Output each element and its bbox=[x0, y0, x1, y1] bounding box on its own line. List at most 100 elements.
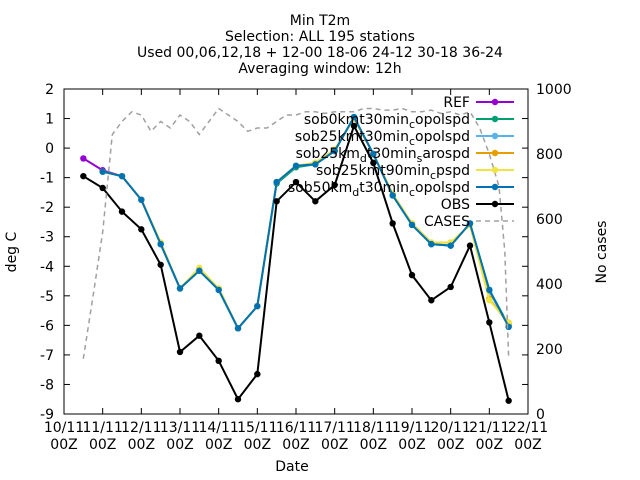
legend-label-part: opolspd bbox=[415, 180, 470, 196]
legend-label-part: d bbox=[360, 152, 367, 165]
y-axis-label: deg C bbox=[4, 231, 20, 272]
legend-label-part: sob25km bbox=[316, 163, 380, 179]
data-point-obs bbox=[428, 297, 435, 304]
y-tick-label: -2 bbox=[40, 200, 54, 216]
legend-label-part: t30min bbox=[367, 146, 417, 162]
chart-title-line: Used 00,06,12,18 + 12-00 18-06 24-12 30-… bbox=[137, 45, 503, 61]
chart-title-line: Averaging window: 12h bbox=[238, 61, 401, 77]
data-point-obs bbox=[447, 283, 454, 291]
data-point-sob50km_d_t30min_c_opolspd bbox=[331, 147, 338, 155]
x-tick-label-time: 00Z bbox=[89, 437, 116, 453]
legend-label-part: d bbox=[352, 186, 359, 199]
legend-label-part: c bbox=[409, 118, 415, 131]
x-tick-label-time: 00Z bbox=[321, 437, 348, 453]
x-tick-label-time: 00Z bbox=[476, 437, 503, 453]
data-point-sob50km_d_t30min_c_opolspd bbox=[99, 168, 106, 175]
chart-title-line: Selection: ALL 195 stations bbox=[225, 29, 415, 45]
y-tick-label: -6 bbox=[40, 318, 54, 334]
x-tick-label-time: 00Z bbox=[50, 437, 77, 453]
data-point-sob50km_d_t30min_c_opolspd bbox=[428, 240, 435, 248]
legend-label-part: c bbox=[409, 135, 415, 148]
y-tick-label: -1 bbox=[40, 171, 54, 187]
data-point-obs bbox=[408, 271, 416, 279]
legend-label: sob25kmt30mincopolspd bbox=[295, 129, 470, 148]
data-point-obs bbox=[312, 198, 319, 205]
y-tick-label: -9 bbox=[40, 407, 54, 423]
x-tick-label-time: 00Z bbox=[282, 437, 309, 453]
data-point-obs bbox=[196, 332, 203, 339]
x-axis-label: Date bbox=[275, 459, 308, 475]
y2-tick-label: 400 bbox=[536, 277, 563, 293]
x-tick-label-time: 00Z bbox=[514, 437, 541, 453]
data-point-sob25km_t90min_c_pspd bbox=[486, 297, 493, 304]
y-tick-label: -5 bbox=[40, 289, 54, 305]
legend-label-part: t30min bbox=[359, 180, 409, 196]
data-point-sob50km_d_t30min_c_opolspd bbox=[350, 113, 358, 121]
data-point-sob50km_d_t30min_c_opolspd bbox=[447, 242, 454, 249]
series-line-cases bbox=[82, 107, 510, 359]
data-point-sob50km_d_t30min_c_opolspd bbox=[118, 172, 126, 180]
legend-marker bbox=[491, 183, 499, 191]
x-tick-label: 15/11 bbox=[237, 420, 277, 436]
legend-label: sob50kmdt30mincopolspd bbox=[288, 180, 470, 199]
data-point-sob50km_d_t30min_c_opolspd bbox=[215, 286, 222, 294]
data-point-obs bbox=[157, 261, 164, 268]
chart-title-line: Min T2m bbox=[290, 13, 350, 29]
x-tick-label: 16/11 bbox=[276, 420, 316, 436]
data-point-sob50km_d_t30min_c_opolspd bbox=[486, 286, 493, 294]
x-tick-label: 11/11 bbox=[82, 420, 122, 436]
data-point-obs bbox=[215, 357, 222, 365]
data-point-sob50km_d_t30min_c_opolspd bbox=[273, 178, 280, 186]
x-tick-label-time: 00Z bbox=[398, 437, 425, 453]
y-tick-label: -8 bbox=[40, 377, 54, 393]
data-point-sob50km_d_t30min_c_opolspd bbox=[292, 162, 300, 170]
legend-label-part: s bbox=[417, 152, 423, 165]
y-tick-label: -7 bbox=[40, 348, 54, 364]
data-point-sob50km_d_t30min_c_opolspd bbox=[505, 323, 512, 331]
legend-label-part: c bbox=[430, 169, 436, 182]
y-tick-label: 2 bbox=[45, 82, 54, 98]
legend-label-part: t30min bbox=[359, 129, 409, 145]
y2-tick-label: 200 bbox=[536, 342, 563, 358]
y-tick-label: -3 bbox=[40, 230, 54, 246]
data-point-sob50km_d_t30min_c_opolspd bbox=[157, 240, 164, 248]
data-point-obs bbox=[331, 181, 338, 189]
data-point-obs bbox=[466, 242, 474, 249]
series-line-sob50km_d_t30min_c_opolspd bbox=[102, 115, 510, 331]
data-point-obs bbox=[176, 348, 184, 356]
legend-label-part: arospd bbox=[422, 146, 470, 162]
x-tick-label-time: 00Z bbox=[166, 437, 193, 453]
data-point-obs bbox=[389, 220, 396, 227]
x-tick-label-time: 00Z bbox=[205, 437, 232, 453]
data-point-sob50km_d_t30min_c_opolspd bbox=[389, 192, 396, 199]
y2-tick-label: 600 bbox=[536, 212, 563, 228]
data-point-sob50km_d_t30min_c_opolspd bbox=[370, 150, 377, 158]
data-point-obs bbox=[80, 172, 87, 180]
data-point-sob50km_d_t30min_c_opolspd bbox=[234, 325, 242, 332]
x-tick-label-time: 00Z bbox=[437, 437, 464, 453]
data-point-sob50km_d_t30min_c_opolspd bbox=[466, 220, 474, 227]
y2-axis-label: No cases bbox=[594, 221, 610, 284]
x-tick-label: 13/11 bbox=[160, 420, 200, 436]
legend-marker bbox=[491, 115, 499, 123]
legend-marker bbox=[491, 132, 499, 140]
data-point-obs bbox=[370, 159, 377, 167]
legend-label-part: c bbox=[409, 186, 415, 199]
x-tick-label: 22/11 bbox=[508, 420, 548, 436]
x-tick-label: 17/11 bbox=[314, 420, 354, 436]
x-tick-label: 12/11 bbox=[121, 420, 161, 436]
x-tick-label: 14/11 bbox=[198, 420, 238, 436]
data-point-sob50km_d_t30min_c_opolspd bbox=[408, 221, 416, 229]
data-point-sob50km_d_t30min_c_opolspd bbox=[138, 196, 145, 203]
data-point-ref bbox=[80, 155, 87, 162]
legend-label-part: opolspd bbox=[415, 129, 470, 145]
data-point-sob50km_d_t30min_c_opolspd bbox=[196, 267, 203, 274]
legend-marker bbox=[491, 166, 499, 174]
data-point-sob50km_d_t30min_c_opolspd bbox=[312, 161, 319, 168]
x-tick-label: 19/11 bbox=[392, 420, 432, 436]
x-tick-label: 10/11 bbox=[44, 420, 84, 436]
legend-label-part: t90min bbox=[380, 163, 430, 179]
legend-label-part: pspd bbox=[436, 163, 470, 179]
data-point-obs bbox=[486, 319, 493, 326]
data-point-obs bbox=[99, 184, 106, 192]
